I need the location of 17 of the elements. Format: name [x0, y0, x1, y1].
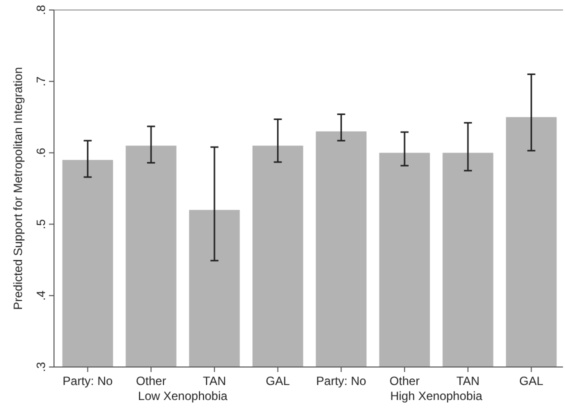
x-tick-label: GAL [266, 374, 290, 388]
x-tick-label: TAN [202, 374, 226, 388]
x-tick-label: Other [390, 374, 420, 388]
y-tick-label: .4 [34, 290, 48, 301]
x-tick-label: Party: No [316, 374, 367, 388]
text: Low Xenophobia [138, 389, 228, 403]
x-tick-label: Other [136, 374, 166, 388]
x-tick-label: TAN [456, 374, 480, 388]
y-tick-label: .7 [34, 76, 48, 86]
y-tick-label: .5 [34, 218, 48, 230]
text: High Xenophobia [390, 389, 483, 403]
x-tick-label: Party: No [62, 374, 114, 388]
x-tick-label: GAL [519, 374, 544, 388]
y-tick-label: .3 [34, 362, 48, 372]
y-tick-label: .6 [34, 147, 48, 158]
y-tick-label: .8 [34, 4, 48, 16]
y-axis-title: Predicted Support for Metropolitan Integration [11, 67, 25, 310]
